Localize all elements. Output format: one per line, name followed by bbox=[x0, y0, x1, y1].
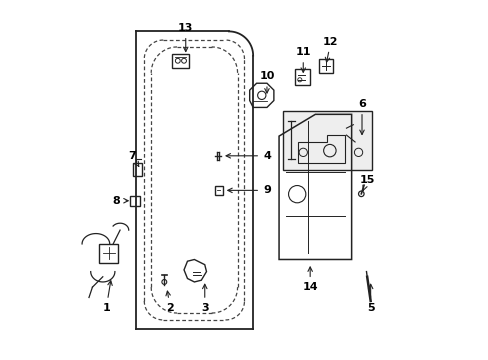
Text: 12: 12 bbox=[323, 37, 338, 62]
Text: 3: 3 bbox=[201, 284, 208, 313]
Bar bbox=[130, 196, 140, 206]
Text: 4: 4 bbox=[225, 151, 270, 161]
Text: 11: 11 bbox=[295, 47, 310, 72]
Bar bbox=[99, 244, 118, 263]
Bar bbox=[133, 163, 141, 176]
Text: 9: 9 bbox=[227, 185, 270, 195]
Bar bbox=[282, 111, 371, 170]
Text: 15: 15 bbox=[359, 175, 374, 190]
Text: 8: 8 bbox=[113, 196, 128, 206]
Text: 14: 14 bbox=[302, 267, 317, 292]
Text: 1: 1 bbox=[102, 281, 112, 313]
Text: 7: 7 bbox=[128, 151, 139, 166]
Text: 13: 13 bbox=[178, 23, 193, 51]
Text: 5: 5 bbox=[366, 284, 374, 313]
Text: 6: 6 bbox=[357, 99, 365, 135]
Text: 2: 2 bbox=[165, 291, 174, 313]
Text: 10: 10 bbox=[259, 71, 274, 93]
Bar bbox=[215, 185, 222, 195]
